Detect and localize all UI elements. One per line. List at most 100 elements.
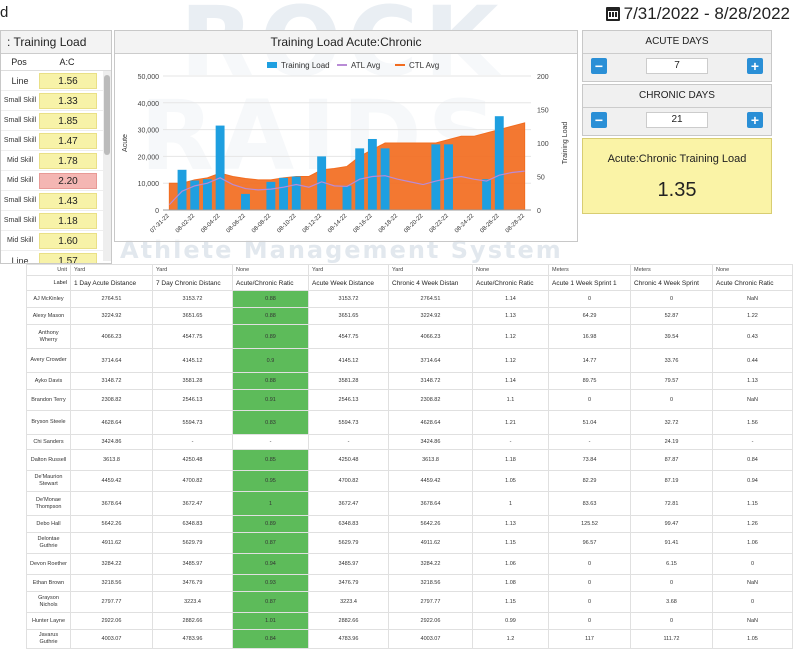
athlete-name[interactable]: De'Monae Thompson [26, 491, 71, 516]
table-cell: 4459.42 [70, 470, 153, 492]
table-cell: 51.04 [548, 410, 631, 435]
date-range-picker[interactable]: 7/31/2022 - 8/28/2022 [605, 4, 790, 24]
table-row[interactable]: De'Maurion Stewart 4459.42 4700.82 0.95 4700… [26, 470, 793, 492]
position-label: Small Skill [3, 116, 37, 124]
table-cell: 1.05 [472, 470, 549, 492]
table-row[interactable]: Alexy Mason 3224.92 3651.65 0.88 3651.65 3224… [26, 307, 793, 325]
label-header[interactable]: Label [26, 275, 71, 291]
training-load-row[interactable]: Small Skill 1.33 [1, 91, 111, 111]
table-cell: 1.13 [472, 515, 549, 533]
table-cell: 2308.82 [70, 389, 153, 411]
athlete-name[interactable]: Alexy Mason [26, 307, 71, 325]
ac-ratio-value: 1.85 [39, 112, 97, 129]
table-row[interactable]: Devon Roether 3284.22 3485.97 0.94 3485.97 32… [26, 553, 793, 575]
athlete-name[interactable]: Hunter Layne [26, 612, 71, 630]
column-header[interactable]: Acute/Chronic Ratic [472, 275, 549, 291]
unit-cell: Yard [308, 264, 389, 276]
table-cell: 4700.82 [152, 470, 233, 492]
table-row[interactable]: AJ McKinley 2764.51 3153.72 0.88 3153.72 2764… [26, 290, 793, 308]
athlete-name[interactable]: Ayko Davis [26, 372, 71, 390]
table-row[interactable]: Javarus Guthrie 4003.07 4783.96 0.84 4783.96… [26, 629, 793, 649]
table-cell: 2882.66 [152, 612, 233, 630]
column-header[interactable]: Acute/Chronic Ratic [232, 275, 309, 291]
table-row[interactable]: Avery Crowder 3714.64 4145.12 0.9 4145.12 371… [26, 348, 793, 373]
training-load-row[interactable]: Mid Skill 1.78 [1, 151, 111, 171]
table-cell: 4145.12 [152, 348, 233, 373]
athlete-name[interactable]: Debo Hall [26, 515, 71, 533]
training-load-bar [177, 169, 187, 210]
column-header[interactable]: Acute Week Distance [308, 275, 389, 291]
calendar-icon [605, 7, 620, 21]
table-row[interactable]: De'Monae Thompson 3678.64 3672.47 1 3672.47 3… [26, 491, 793, 516]
training-load-row[interactable]: Mid Skill 2.20 [1, 171, 111, 191]
acute-days-increment-button[interactable]: + [747, 58, 763, 74]
athlete-name[interactable]: Bryson Steele [26, 410, 71, 435]
athlete-name[interactable]: Devon Roether [26, 553, 71, 575]
column-header[interactable]: Chronic 4 Week Distan [388, 275, 473, 291]
chronic-days-decrement-button[interactable]: − [591, 112, 607, 128]
table-cell: 4911.62 [70, 532, 153, 554]
table-cell: 3224.92 [70, 307, 153, 325]
table-row[interactable]: Brandon Terry 2308.82 2546.13 0.91 2546.13 23… [26, 389, 793, 411]
training-load-row[interactable]: Line 1.57 [1, 251, 111, 263]
table-cell: 6.15 [630, 553, 713, 575]
athlete-name[interactable]: De'Maurion Stewart [26, 470, 71, 492]
table-cell: 3153.72 [308, 290, 389, 308]
athlete-name[interactable]: Dalton Russell [26, 449, 71, 471]
table-cell: 83.63 [548, 491, 631, 516]
table-cell: 5594.73 [152, 410, 233, 435]
column-header[interactable]: Chronic 4 Week Sprint [630, 275, 713, 291]
athlete-name[interactable]: Chi Sanders [26, 434, 71, 450]
column-header[interactable]: 1 Day Acute Distance [70, 275, 153, 291]
training-load-bar [215, 125, 225, 210]
table-cell: 1.22 [712, 307, 793, 325]
unit-label: Unit [26, 264, 71, 276]
training-load-row[interactable]: Small Skill 1.18 [1, 211, 111, 231]
athlete-name[interactable]: Javarus Guthrie [26, 629, 71, 649]
acute-days-decrement-button[interactable]: − [591, 58, 607, 74]
table-cell: 5642.26 [70, 515, 153, 533]
table-row[interactable]: Grayson Nichols 2797.77 3223.4 0.87 3223.4 27… [26, 591, 793, 613]
table-row[interactable]: Bryson Steele 4628.64 5594.73 0.83 5594.73 46… [26, 410, 793, 435]
athlete-name[interactable]: Ethan Brown [26, 574, 71, 592]
table-row[interactable]: Dalton Russell 3613.8 4250.48 0.85 4250.48 36… [26, 449, 793, 471]
training-load-bar [190, 180, 200, 210]
athlete-name[interactable]: AJ McKinley [26, 290, 71, 308]
acute-days-input[interactable]: 7 [646, 58, 708, 74]
unit-cell: Yard [388, 264, 473, 276]
training-load-row[interactable]: Mid Skill 1.60 [1, 231, 111, 251]
table-cell: 1.14 [472, 290, 549, 308]
x-tick-label: 08-12-22 [302, 213, 324, 235]
training-load-bar [317, 156, 327, 210]
training-load-row[interactable]: Small Skill 1.47 [1, 131, 111, 151]
chronic-days-increment-button[interactable]: + [747, 112, 763, 128]
col-ac-header[interactable]: A:C [59, 57, 75, 67]
date-range-label: 7/31/2022 - 8/28/2022 [623, 4, 790, 23]
column-header[interactable]: 7 Day Chronic Distanc [152, 275, 233, 291]
table-row[interactable]: Anthony Wherry 4066.23 4547.75 0.89 4547.75 4… [26, 324, 793, 349]
table-row[interactable]: Hunter Layne 2922.06 2882.66 1.01 2882.66 292… [26, 612, 793, 630]
column-header[interactable]: Acute 1 Week Sprint 1 [548, 275, 631, 291]
scrollbar[interactable] [103, 71, 111, 261]
training-load-row[interactable]: Line 1.56 [1, 71, 111, 91]
table-cell: 91.41 [630, 532, 713, 554]
table-row[interactable]: Ayko Davis 3148.72 3581.28 0.88 3581.28 3148.… [26, 372, 793, 390]
scrollbar-thumb[interactable] [104, 75, 110, 155]
chronic-days-input[interactable]: 21 [646, 112, 708, 128]
table-row[interactable]: Debo Hall 5642.26 6348.83 0.89 6348.83 5642.2… [26, 515, 793, 533]
training-load-row[interactable]: Small Skill 1.85 [1, 111, 111, 131]
column-header[interactable]: Acute Chronic Ratic [712, 275, 793, 291]
athlete-name[interactable]: Anthony Wherry [26, 324, 71, 349]
table-cell: 0.88 [232, 372, 309, 390]
table-row[interactable]: Ethan Brown 3218.56 3476.79 0.93 3476.79 3218… [26, 574, 793, 592]
table-row[interactable]: Delontae Guthrie 4911.62 5629.79 0.87 5629.7… [26, 532, 793, 554]
athlete-name[interactable]: Avery Crowder [26, 348, 71, 373]
training-load-row[interactable]: Small Skill 1.43 [1, 191, 111, 211]
y2-axis-title: Training Load [562, 122, 569, 165]
col-pos-header[interactable]: Pos [11, 57, 27, 67]
athlete-name[interactable]: Delontae Guthrie [26, 532, 71, 554]
athlete-name[interactable]: Brandon Terry [26, 389, 71, 411]
table-row[interactable]: Chi Sanders 3424.86- - -3424.86- -24.19- [26, 434, 793, 450]
table-cell: - [308, 434, 389, 450]
athlete-name[interactable]: Grayson Nichols [26, 591, 71, 613]
